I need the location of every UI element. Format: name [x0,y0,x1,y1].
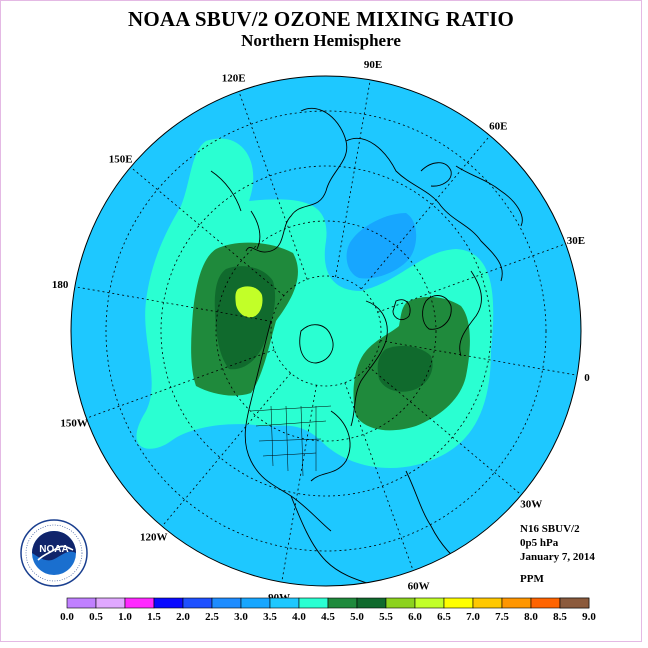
satellite-label: N16 SBUV/2 [520,523,580,535]
colorbar-label: 5.5 [379,611,393,623]
meridian-line [380,340,578,376]
colorbar-swatch [443,597,474,609]
colorbar-swatch [414,597,445,609]
colorbar-swatch [559,597,590,609]
meridian-line [74,286,272,322]
political-boundaries [250,405,332,477]
colorbar-swatch [240,597,271,609]
meridian-line [344,382,414,571]
colorbar-swatch [153,597,184,609]
date-label: January 7, 2014 [520,551,595,563]
colorbar-swatch [269,597,300,609]
meridian-line [238,91,308,280]
colorbar-swatch [211,597,242,609]
pressure-level-label: 0p5 hPa [520,537,559,549]
longitude-label: 120E [222,72,246,84]
colorbar-label: 7.5 [495,611,509,623]
colorbar-label: 3.0 [234,611,248,623]
colorbar: 0.0 0.5 1.0 1.5 2.0 2.5 3.0 3.5 4.0 4.5 5.0 5.5 6.0 6… [60,597,596,623]
meridian-line [335,79,371,277]
polar-map: 90E60E30E030W60W90W120W150W180150E120E [52,59,590,604]
page-title: NOAA SBUV/2 OZONE MIXING RATIO [128,7,514,31]
colorbar-swatch [66,597,97,609]
colorbar-swatch [501,597,532,609]
colorbar-label: 2.5 [205,611,219,623]
colorbar-swatch [95,597,126,609]
longitude-label: 90E [364,59,382,71]
map-border [70,75,582,587]
longitude-label: 120W [140,531,168,543]
colorbar-label: 2.0 [176,611,190,623]
colorbar-label: 9.0 [582,611,596,623]
colorbar-label: 8.0 [524,611,538,623]
colorbar-swatch [472,597,503,609]
colorbar-swatch [530,597,561,609]
colorbar-label: 0.5 [89,611,103,623]
field-atlantic-core [377,345,433,392]
colorbar-label: 4.0 [292,611,306,623]
colorbar-label: 0.0 [60,611,74,623]
colorbar-label: 6.5 [437,611,451,623]
meridian-line [361,135,491,290]
longitude-label: 150E [109,154,133,166]
meridian-line [86,349,275,419]
longitude-label: 180 [52,279,69,291]
colorbar-label: 3.5 [263,611,277,623]
longitude-label: 60E [489,121,507,133]
colorbar-label: 5.0 [350,611,364,623]
longitude-label: 60W [408,581,430,593]
logo-text: NOAA [39,544,68,555]
colorbar-label: 7.0 [466,611,480,623]
meridian-line [161,372,291,527]
meridian-line [281,385,317,583]
colorbar-label: 1.0 [118,611,132,623]
longitude-labels: 90E60E30E030W60W90W120W150W180150E120E [52,59,590,604]
colorbar-swatch [298,597,329,609]
colorbar-swatch [385,597,416,609]
units-label: PPM [520,573,544,585]
field-pacific-max [235,286,263,318]
colorbar-label: 1.5 [147,611,161,623]
colorbar-label: 4.5 [321,611,335,623]
meridian-line [130,166,285,296]
field-arctic-low [346,213,417,279]
colorbar-swatch [327,597,358,609]
colorbar-swatch [182,597,213,609]
longitude-label: 150W [60,418,88,430]
ozone-field [71,76,581,586]
graticule [105,110,547,552]
longitude-label: 30E [567,235,585,247]
colorbar-label: 6.0 [408,611,422,623]
colorbar-label: 8.5 [553,611,567,623]
colorbar-swatch [356,597,387,609]
meridian-line [377,243,566,313]
meridian-line [367,366,522,496]
longitude-label: 0 [584,372,590,384]
noaa-logo-icon: NOAA [20,519,88,587]
coastlines [210,107,523,586]
page-subtitle: Northern Hemisphere [241,31,401,50]
meridians [74,79,578,583]
colorbar-swatch [124,597,155,609]
longitude-label: 30W [520,498,542,510]
